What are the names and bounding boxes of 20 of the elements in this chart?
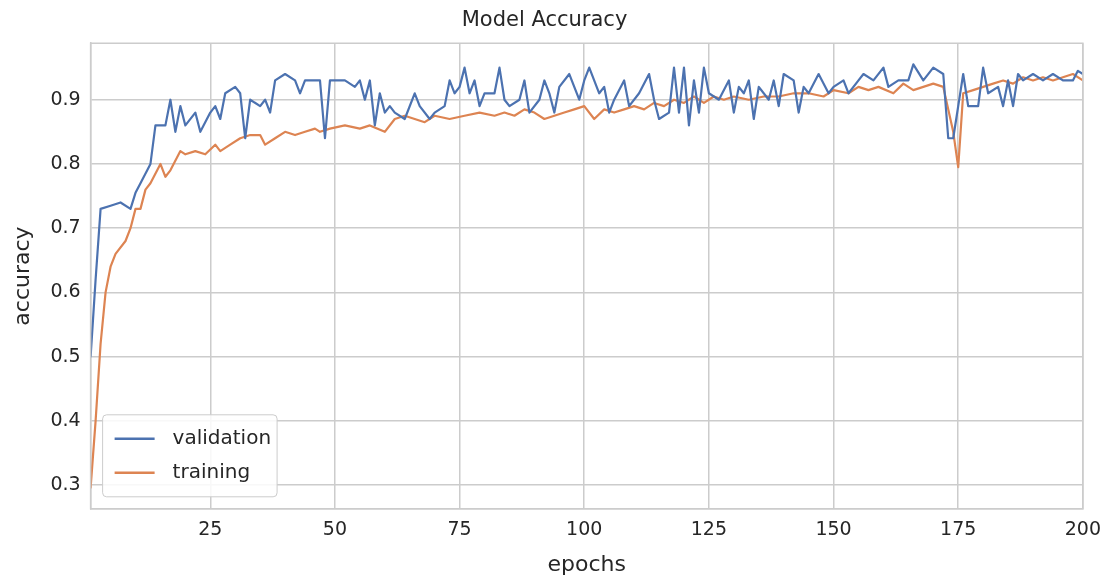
y-axis-title: accuracy — [8, 226, 34, 326]
y-tick-label: 0.5 — [50, 343, 81, 366]
legend-label: validation — [172, 425, 272, 449]
y-tick-label: 0.4 — [50, 407, 81, 430]
legend-label: training — [172, 459, 251, 483]
x-tick-label: 100 — [566, 517, 603, 540]
y-tick-label: 0.6 — [50, 279, 81, 302]
x-tick-label: 125 — [690, 517, 728, 540]
x-tick-label: 25 — [198, 517, 223, 540]
chart-title: Model Accuracy — [461, 7, 628, 32]
y-tick-label: 0.7 — [50, 215, 81, 238]
y-tick-label: 0.9 — [50, 86, 81, 109]
x-axis-title: epochs — [547, 550, 626, 576]
x-tick-label: 50 — [322, 517, 348, 540]
y-tick-label: 0.8 — [50, 150, 81, 173]
y-tick-label: 0.3 — [50, 471, 81, 494]
x-tick-label: 75 — [447, 517, 472, 540]
x-tick-label: 175 — [940, 517, 977, 540]
x-tick-label: 200 — [1064, 517, 1101, 540]
x-tick-label: 150 — [815, 517, 852, 540]
